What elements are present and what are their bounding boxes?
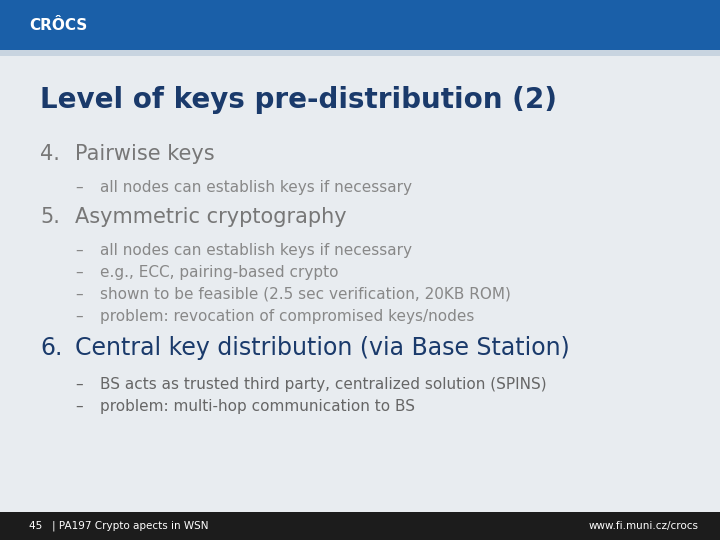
Text: shown to be feasible (2.5 sec verification, 20KB ROM): shown to be feasible (2.5 sec verificati…: [100, 287, 511, 302]
Text: 45   | PA197 Crypto apects in WSN: 45 | PA197 Crypto apects in WSN: [29, 521, 208, 531]
Text: www.fi.muni.cz/crocs: www.fi.muni.cz/crocs: [588, 521, 698, 531]
Text: 5.: 5.: [40, 207, 60, 227]
Text: 4.: 4.: [40, 144, 60, 164]
Text: –: –: [75, 243, 83, 258]
Text: problem: revocation of compromised keys/nodes: problem: revocation of compromised keys/…: [100, 309, 474, 324]
Text: Level of keys pre-distribution (2): Level of keys pre-distribution (2): [40, 86, 557, 114]
Text: e.g., ECC, pairing-based crypto: e.g., ECC, pairing-based crypto: [100, 265, 338, 280]
Text: –: –: [75, 287, 83, 302]
Text: problem: multi-hop communication to BS: problem: multi-hop communication to BS: [100, 399, 415, 414]
Text: Central key distribution (via Base Station): Central key distribution (via Base Stati…: [75, 336, 570, 360]
Text: –: –: [75, 180, 83, 195]
Text: –: –: [75, 399, 83, 414]
Text: 6.: 6.: [40, 336, 63, 360]
Text: Asymmetric cryptography: Asymmetric cryptography: [75, 207, 346, 227]
Text: Pairwise keys: Pairwise keys: [75, 144, 215, 164]
Text: all nodes can establish keys if necessary: all nodes can establish keys if necessar…: [100, 243, 412, 258]
Text: CRÔCS: CRÔCS: [29, 17, 87, 32]
Text: –: –: [75, 377, 83, 392]
Text: –: –: [75, 309, 83, 324]
Text: –: –: [75, 265, 83, 280]
Text: all nodes can establish keys if necessary: all nodes can establish keys if necessar…: [100, 180, 412, 195]
Text: BS acts as trusted third party, centralized solution (SPINS): BS acts as trusted third party, centrali…: [100, 377, 546, 392]
